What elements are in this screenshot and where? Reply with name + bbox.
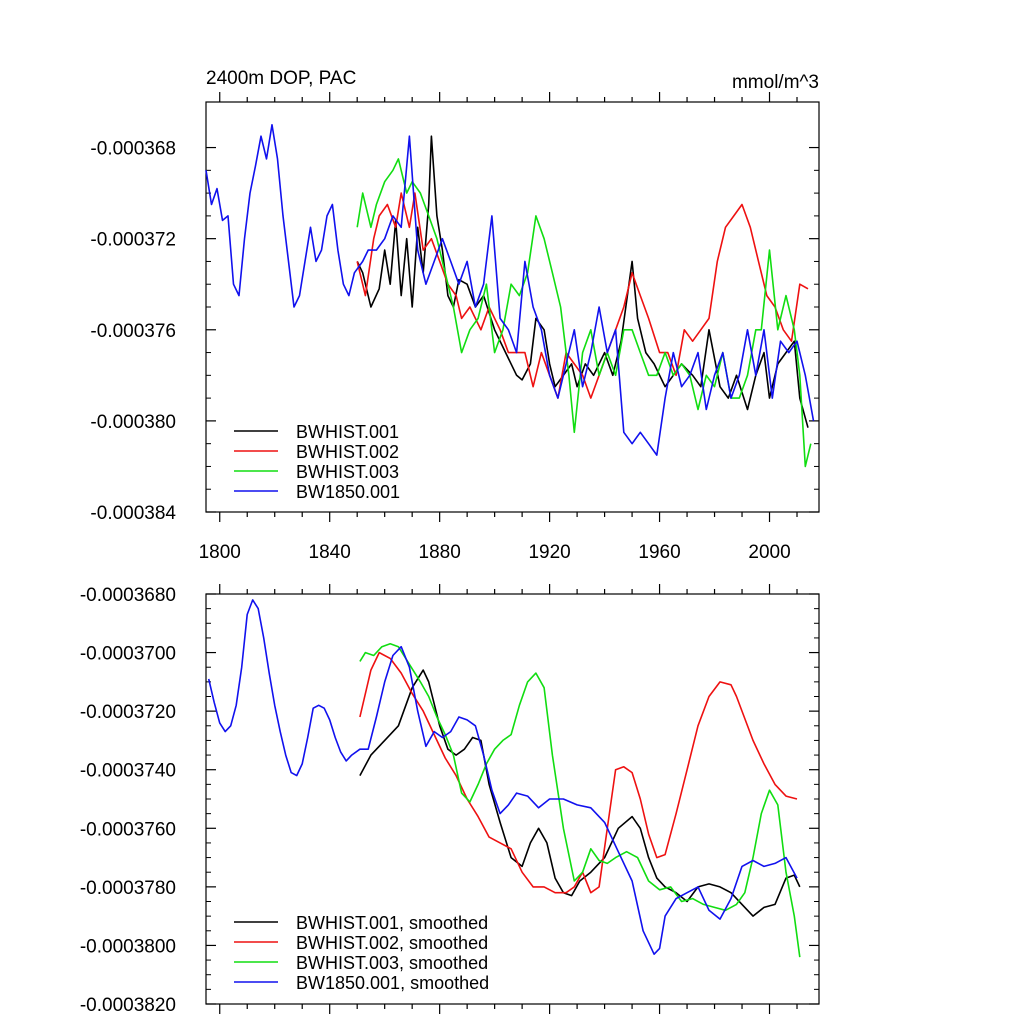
legend-label: BWHIST.001: [296, 422, 399, 442]
series-line-3: [207, 599, 798, 956]
x-tick-label: 1880: [419, 542, 461, 563]
y-tick-label: -0.000376: [90, 321, 176, 342]
top-y-axis: -0.000368 -0.000372 -0.000376 -0.000380 -0.0…: [90, 139, 819, 524]
legend-label: BW1850.001: [296, 482, 400, 502]
y-tick-label: -0.0003760: [80, 819, 176, 840]
legend-label: BW1850.001, smoothed: [296, 973, 489, 993]
y-tick-label: -0.0003700: [80, 644, 176, 665]
y-tick-label: -0.0003680: [80, 585, 176, 606]
series-line-3: [205, 124, 815, 456]
legend-label: BWHIST.002: [296, 442, 399, 462]
bottom-x-axis: [219, 584, 798, 1014]
y-tick-label: -0.0003800: [80, 936, 176, 957]
y-tick-label: -0.000380: [90, 412, 176, 433]
top-series-group: [205, 124, 815, 468]
bottom-y-axis: -0.0003680 -0.0003700 -0.0003720 -0.0003740…: [80, 585, 819, 1016]
top-panel: 2400m DOP, PAC mmol/m^3 -0.000368-0.0003…: [90, 68, 820, 563]
y-tick-label: -0.000368: [90, 139, 176, 160]
x-tick-label: 1960: [638, 542, 680, 563]
series-line-0: [359, 669, 801, 917]
bottom-panel: -0.0003680 -0.0003700 -0.0003720 -0.0003740…: [80, 584, 820, 1016]
series-line-1: [356, 192, 809, 399]
top-title-left: 2400m DOP, PAC: [206, 68, 356, 89]
legend-label: BWHIST.001, smoothed: [296, 913, 488, 933]
legend-label: BWHIST.003, smoothed: [296, 953, 488, 973]
x-tick-label: 2000: [748, 542, 790, 563]
y-tick-label: -0.0003740: [80, 761, 176, 782]
legend-label: BWHIST.002, smoothed: [296, 933, 488, 953]
top-title-right: mmol/m^3: [732, 72, 819, 93]
x-tick-label: 1920: [528, 542, 570, 563]
y-tick-label: -0.0003820: [80, 995, 176, 1016]
y-tick-label: -0.000384: [90, 503, 176, 524]
y-tick-label: -0.0003780: [80, 878, 176, 899]
series-line-2: [359, 642, 801, 958]
y-tick-label: -0.0003720: [80, 702, 176, 723]
x-tick-label: 1800: [199, 542, 241, 563]
bottom-series-group: [207, 599, 801, 958]
legend-label: BWHIST.003: [296, 462, 399, 482]
series-line-0: [356, 135, 809, 428]
y-tick-label: -0.000372: [90, 230, 176, 251]
top-x-axis: 1800 1840 1880 1920 1960 2000: [199, 92, 798, 563]
series-line-1: [359, 651, 798, 894]
series-line-2: [356, 158, 812, 468]
x-tick-label: 1840: [309, 542, 351, 563]
